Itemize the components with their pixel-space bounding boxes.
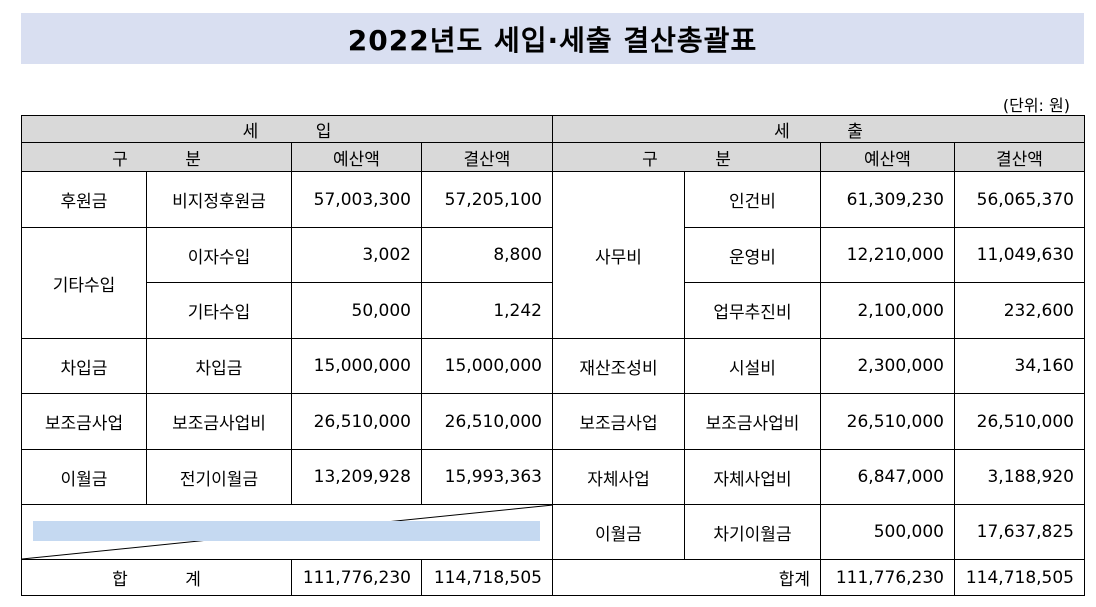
income-budget: 57,003,300 [291, 171, 422, 228]
table-row: 운영비 12,210,000 11,049,630 [553, 227, 1085, 283]
income-table: 세 입 구 분 예산액 결산액 후원금 비지정후원금 57,003,300 57… [21, 115, 553, 596]
expense-total-label: 합계 [552, 559, 821, 596]
expense-settled: 3,188,920 [954, 449, 1085, 505]
expense-category: 자체사업 [552, 449, 685, 505]
expense-col-settled: 결산액 [954, 142, 1085, 172]
expense-settled: 11,049,630 [954, 227, 1085, 283]
blank-cell [21, 504, 553, 560]
table-row: 이월금 전기이월금 13,209,928 15,993,363 [21, 449, 553, 505]
expense-settled: 232,600 [954, 282, 1085, 339]
expense-settled: 56,065,370 [954, 171, 1085, 228]
table-row: 재산조성비 시설비 2,300,000 34,160 [552, 338, 1085, 394]
income-total-settled: 114,718,505 [421, 559, 553, 596]
income-item: 기타수입 [146, 282, 292, 339]
income-budget: 13,209,928 [291, 449, 422, 505]
income-budget: 50,000 [291, 282, 422, 339]
income-item: 차입금 [146, 338, 292, 394]
income-category: 보조금사업 [21, 393, 147, 450]
expense-heading: 세 출 [552, 115, 1085, 143]
income-category: 이월금 [21, 449, 147, 505]
expense-col-category: 구 분 [552, 142, 821, 172]
expense-total-settled: 114,718,505 [954, 559, 1085, 596]
table-row: 보조금사업 보조금사업비 26,510,000 26,510,000 [21, 393, 553, 450]
income-settled: 15,000,000 [421, 338, 553, 394]
expense-item: 보조금사업비 [684, 393, 821, 450]
table-row: 사무비 인건비 61,309,230 56,065,370 [552, 171, 1085, 339]
income-settled: 8,800 [421, 227, 553, 283]
expense-table: 세 출 구 분 예산액 결산액 사무비 인건비 61,309,230 56,06… [552, 115, 1085, 596]
income-col-category: 구 분 [21, 142, 292, 172]
expense-category: 재산조성비 [552, 338, 685, 394]
income-item: 이자수입 [146, 227, 292, 283]
income-settled: 1,242 [421, 282, 553, 339]
expense-settled: 26,510,000 [954, 393, 1085, 450]
income-category: 후원금 [21, 171, 147, 228]
expense-category: 보조금사업 [552, 393, 685, 450]
income-category: 기타수입 [21, 227, 147, 339]
unit-label: (단위: 원) [1002, 96, 1070, 115]
expense-total-budget: 111,776,230 [820, 559, 955, 596]
income-settled: 15,993,363 [421, 449, 553, 505]
expense-budget: 500,000 [820, 504, 955, 560]
table-row: 차입금 차입금 15,000,000 15,000,000 [21, 338, 553, 394]
expense-budget: 2,300,000 [820, 338, 955, 394]
total-row: 합 계 111,776,230 114,718,505 [21, 559, 553, 596]
expense-budget: 61,309,230 [820, 171, 955, 228]
expense-item: 업무추진비 [684, 282, 821, 339]
table-row: 보조금사업 보조금사업비 26,510,000 26,510,000 [552, 393, 1085, 450]
expense-settled: 34,160 [954, 338, 1085, 394]
expense-category: 이월금 [552, 504, 685, 560]
total-row: 합계 111,776,230 114,718,505 [552, 559, 1085, 596]
expense-item: 자체사업비 [684, 449, 821, 505]
table-row: 후원금 비지정후원금 57,003,300 57,205,100 [21, 171, 553, 228]
income-budget: 3,002 [291, 227, 422, 283]
expense-item: 차기이월금 [684, 504, 821, 560]
income-settled: 57,205,100 [421, 171, 553, 228]
expense-budget: 6,847,000 [820, 449, 955, 505]
income-settled: 26,510,000 [421, 393, 553, 450]
table-row: 이월금 차기이월금 500,000 17,637,825 [552, 504, 1085, 560]
income-col-settled: 결산액 [421, 142, 553, 172]
highlight-bar [33, 521, 540, 541]
expense-settled: 17,637,825 [954, 504, 1085, 560]
expense-item: 운영비 [684, 227, 821, 283]
expense-budget: 12,210,000 [820, 227, 955, 283]
income-budget: 15,000,000 [291, 338, 422, 394]
title-bar: 2022년도 세입·세출 결산총괄표 [21, 13, 1084, 64]
income-total-label: 합 계 [21, 559, 292, 596]
income-total-budget: 111,776,230 [291, 559, 422, 596]
income-item: 전기이월금 [146, 449, 292, 505]
income-item: 비지정후원금 [146, 171, 292, 228]
page-title: 2022년도 세입·세출 결산총괄표 [347, 23, 758, 57]
income-item: 보조금사업비 [146, 393, 292, 450]
expense-budget: 26,510,000 [820, 393, 955, 450]
income-budget: 26,510,000 [291, 393, 422, 450]
blank-row [21, 504, 553, 560]
expense-col-budget: 예산액 [820, 142, 955, 172]
table-row: 기타수입 이자수입 3,002 8,800 [21, 227, 553, 339]
expense-budget: 2,100,000 [820, 282, 955, 339]
income-heading: 세 입 [21, 115, 553, 143]
expense-item: 시설비 [684, 338, 821, 394]
table-row: 자체사업 자체사업비 6,847,000 3,188,920 [552, 449, 1085, 505]
income-category: 차입금 [21, 338, 147, 394]
income-col-budget: 예산액 [291, 142, 422, 172]
expense-category: 사무비 [552, 171, 685, 339]
expense-item: 인건비 [684, 171, 821, 228]
